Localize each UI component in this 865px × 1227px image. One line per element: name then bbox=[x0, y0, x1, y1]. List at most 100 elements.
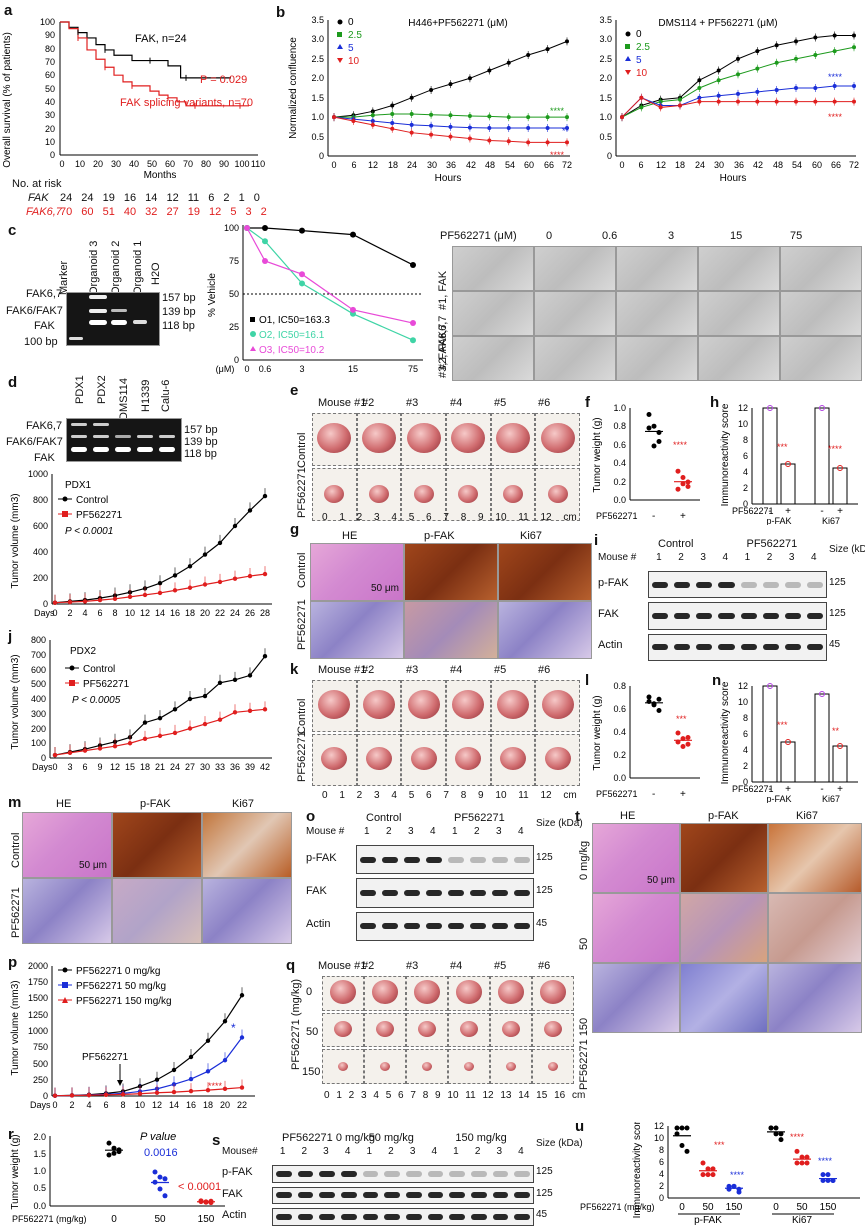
panel-letter-c: c bbox=[8, 222, 17, 239]
tumor-cell bbox=[364, 1049, 406, 1084]
tumor-cell bbox=[322, 976, 364, 1011]
panel-s-western: Mouse# 1 2 3 4 1 2 3 4 1 2 3 4 PF562271 0 mg/kg 50 mg/… bbox=[222, 1132, 583, 1227]
svg-text:12: 12 bbox=[656, 160, 666, 170]
svg-text:0.0: 0.0 bbox=[33, 1201, 46, 1211]
blot-band bbox=[276, 1192, 292, 1199]
x-tick-label: 26 bbox=[245, 608, 255, 618]
tumor bbox=[362, 690, 395, 719]
data-point bbox=[526, 126, 531, 131]
x-tick-label: 0 bbox=[52, 1100, 57, 1110]
blot-size-value: 125 bbox=[829, 576, 846, 588]
data-point bbox=[716, 78, 721, 83]
organoid-image bbox=[452, 336, 534, 381]
blot-band bbox=[449, 1192, 465, 1199]
svg-text:2.0: 2.0 bbox=[599, 73, 612, 83]
g-pfak-pf bbox=[404, 601, 498, 659]
x-tick-label: 16 bbox=[170, 608, 180, 618]
bar-point bbox=[767, 405, 773, 411]
growth-point bbox=[188, 1076, 194, 1082]
t-row-150: PF562271 150 bbox=[578, 1017, 590, 1090]
dose-point bbox=[350, 306, 356, 313]
blot-band bbox=[341, 1214, 357, 1221]
panel-a-survival-chart: Overall survival (% of patients) 0 10 20 30… bbox=[2, 17, 265, 181]
growth-point bbox=[127, 741, 133, 746]
svg-text:-: - bbox=[768, 506, 771, 517]
data-point bbox=[736, 56, 740, 61]
x-tick-label: 12 bbox=[140, 608, 150, 618]
svg-text:P < 0.0005: P < 0.0005 bbox=[72, 695, 121, 706]
panel-letter-p: p bbox=[8, 954, 18, 971]
data-point bbox=[429, 112, 434, 117]
svg-text:0: 0 bbox=[59, 159, 64, 169]
blot-band bbox=[762, 644, 779, 651]
tumor bbox=[502, 484, 523, 503]
svg-text:Tumor weight (g): Tumor weight (g) bbox=[592, 695, 603, 770]
svg-text:30: 30 bbox=[427, 160, 437, 170]
data-point bbox=[832, 49, 837, 54]
mouse-label: #3 bbox=[406, 960, 419, 972]
panel-letter-l: l bbox=[585, 672, 590, 689]
k-row-pf: PF562271 bbox=[296, 731, 308, 782]
m-he-control: 50 μm bbox=[22, 812, 112, 878]
c-size-118: 118 bp bbox=[162, 320, 195, 332]
svg-text:75: 75 bbox=[408, 364, 418, 374]
blot-band bbox=[382, 856, 398, 863]
data-point bbox=[716, 99, 721, 104]
svg-text:200: 200 bbox=[33, 573, 48, 583]
c-dose-3: 3 bbox=[668, 230, 675, 242]
data-point bbox=[390, 103, 395, 108]
g-he-control: 50 μm bbox=[310, 543, 404, 601]
dot bbox=[825, 1178, 831, 1183]
svg-text:24: 24 bbox=[695, 160, 705, 170]
blot-lane-number: 2 bbox=[301, 1146, 308, 1157]
blot-band bbox=[384, 1214, 400, 1221]
tumor-cell bbox=[356, 413, 402, 466]
panel-a-risk-row1: 24 24 19 16 14 12 11 6 2 1 0 bbox=[60, 192, 260, 204]
dot bbox=[778, 1137, 784, 1143]
growth-point bbox=[202, 552, 208, 557]
growth-point bbox=[157, 733, 163, 739]
blot-band bbox=[427, 1170, 444, 1177]
svg-text:25: 25 bbox=[229, 322, 239, 332]
bar-point bbox=[785, 739, 791, 745]
t-ki67-50 bbox=[768, 893, 862, 963]
dot bbox=[679, 1143, 685, 1148]
svg-text:Immunoreactivity score: Immunoreactivity score bbox=[632, 1122, 643, 1218]
dose-point bbox=[410, 337, 416, 344]
blot-band bbox=[427, 1214, 444, 1221]
tumor bbox=[414, 980, 440, 1004]
blot-lane-number: 2 bbox=[678, 552, 684, 563]
blot-row-label: p-FAK bbox=[222, 1165, 253, 1178]
growth-point bbox=[82, 748, 88, 753]
dot bbox=[700, 1160, 706, 1166]
svg-text:400: 400 bbox=[33, 547, 48, 557]
blot-band bbox=[406, 1170, 422, 1177]
blot-band bbox=[806, 581, 823, 588]
g-row-pf: PF562271 bbox=[296, 599, 308, 650]
bar-point bbox=[785, 461, 791, 467]
blot-band bbox=[696, 644, 713, 651]
growth-point bbox=[86, 1093, 92, 1098]
organoid-image bbox=[698, 336, 780, 381]
t-he-50 bbox=[592, 893, 680, 963]
tumor-cell bbox=[356, 468, 402, 521]
growth-point bbox=[154, 1090, 160, 1095]
data-point bbox=[448, 113, 453, 118]
lane-organoid1: Organoid 1 bbox=[132, 240, 144, 295]
tumor-cell bbox=[448, 976, 490, 1011]
svg-text:0.2: 0.2 bbox=[613, 750, 626, 760]
panel-e-ruler: 0 1 2 3 4 5 6 7 8 9 10 11 12 cm bbox=[322, 512, 577, 523]
data-point bbox=[794, 86, 798, 90]
svg-text:< 0.0001: < 0.0001 bbox=[178, 1181, 221, 1193]
growth-point bbox=[157, 581, 163, 586]
svg-text:800: 800 bbox=[33, 495, 48, 505]
panel-letter-e: e bbox=[290, 382, 299, 399]
svg-text:0.5: 0.5 bbox=[311, 132, 324, 142]
tumor bbox=[365, 747, 392, 771]
tumor-cell bbox=[532, 976, 574, 1011]
x-tick-label: 42 bbox=[260, 762, 270, 772]
svg-text:72: 72 bbox=[849, 160, 859, 170]
tumor bbox=[456, 980, 482, 1004]
tumor-cell bbox=[401, 734, 446, 786]
svg-text:100: 100 bbox=[31, 738, 46, 748]
